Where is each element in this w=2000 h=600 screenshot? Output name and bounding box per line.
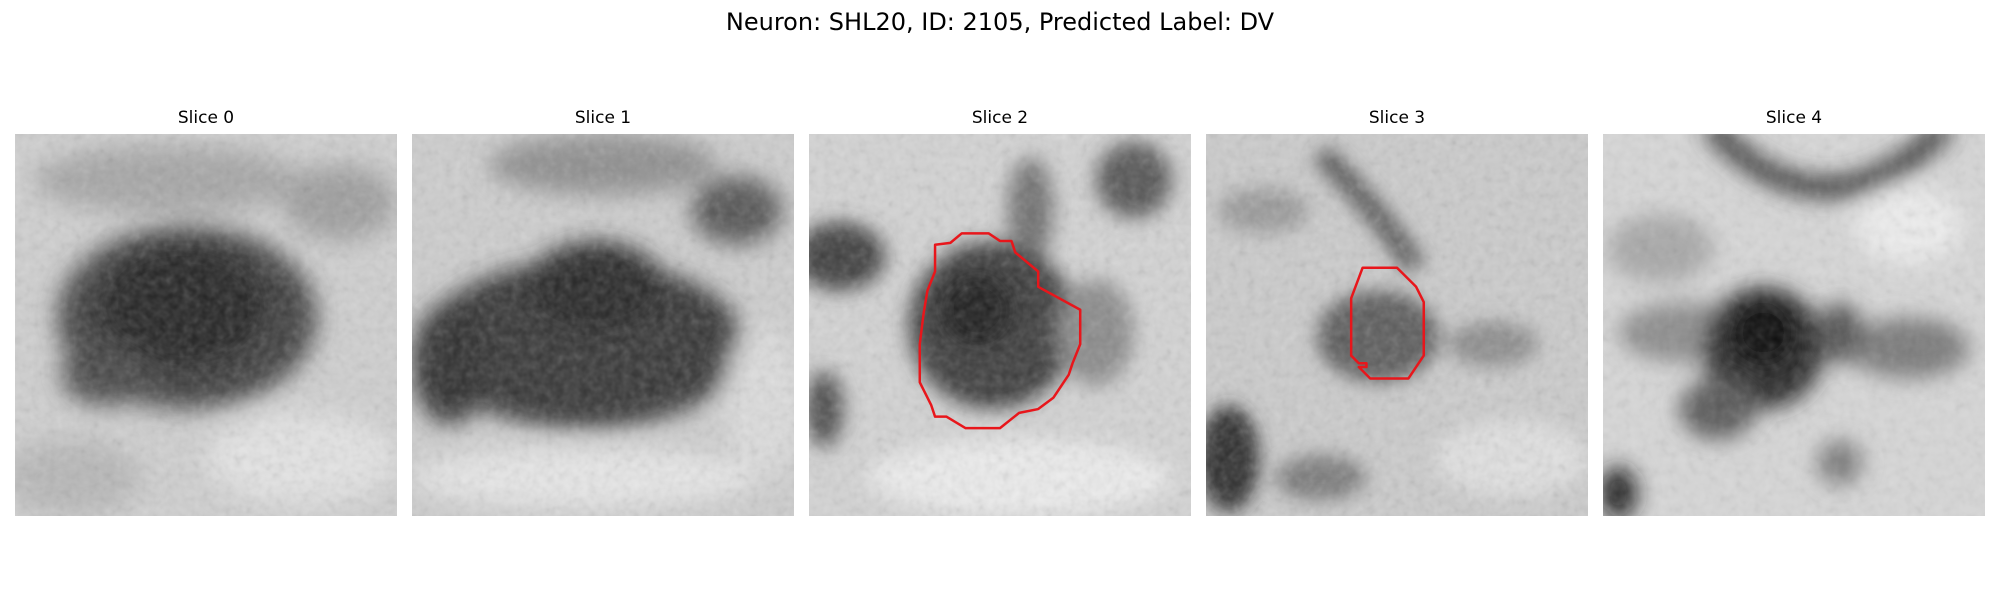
slice-image-2 bbox=[809, 134, 1191, 516]
slice-title: Slice 4 bbox=[1765, 108, 1823, 128]
slice-title: Slice 1 bbox=[574, 108, 632, 128]
neuron-contour bbox=[920, 233, 1080, 428]
figure-title: Neuron: SHL20, ID: 2105, Predicted Label… bbox=[725, 8, 1275, 36]
slice-title: Slice 0 bbox=[177, 108, 235, 128]
slice-image-3 bbox=[1206, 134, 1588, 516]
slice-image-4 bbox=[1603, 134, 1985, 516]
slice-image-1 bbox=[412, 134, 794, 516]
neuron-contour bbox=[1351, 268, 1424, 379]
slice-image-0 bbox=[15, 134, 397, 516]
slice-title: Slice 2 bbox=[971, 108, 1029, 128]
slice-title: Slice 3 bbox=[1368, 108, 1426, 128]
